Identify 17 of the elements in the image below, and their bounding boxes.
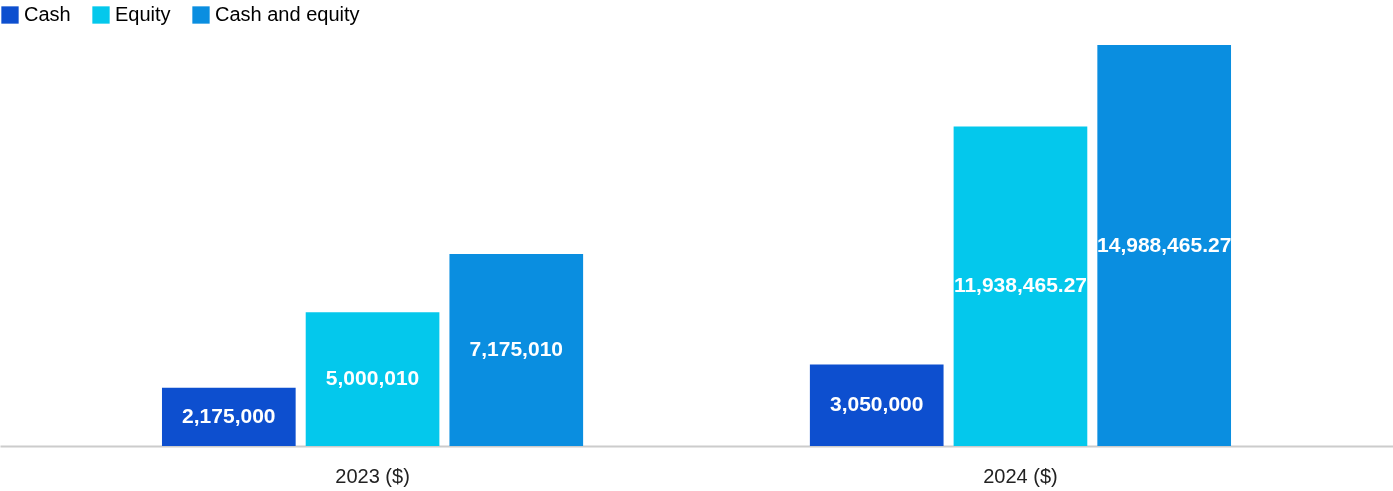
bar	[953, 126, 1088, 446]
bar	[1097, 45, 1232, 446]
legend-label: Cash and equity	[215, 3, 360, 25]
data-label: 14,988,465.27	[1097, 232, 1232, 256]
data-label: 2,175,000	[182, 403, 276, 427]
data-label: 3,050,000	[830, 392, 924, 416]
bar	[809, 364, 944, 446]
bar	[161, 387, 296, 446]
data-label: 11,938,465.27	[953, 273, 1088, 297]
bar	[305, 312, 440, 446]
bar	[449, 254, 584, 446]
data-label: 5,000,010	[325, 366, 420, 390]
legend-label: Cash	[24, 3, 71, 25]
x-tick-label: 2024 ($)	[983, 464, 1058, 487]
legend-label: Equity	[115, 3, 171, 25]
x-tick-label: 2023 ($)	[335, 464, 410, 487]
data-label: 7,175,010	[469, 337, 563, 361]
